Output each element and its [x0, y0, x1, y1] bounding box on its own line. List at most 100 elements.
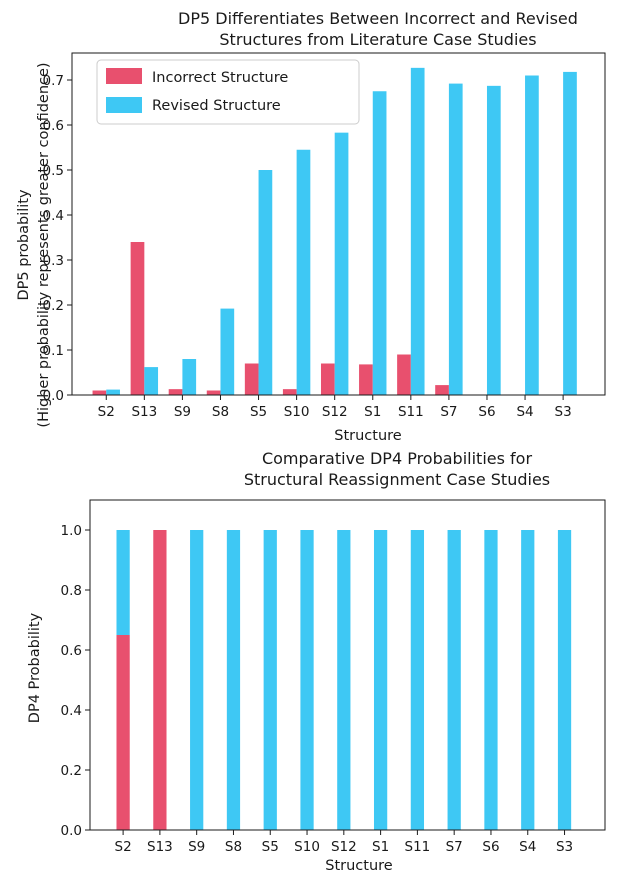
bar-revised: [410, 67, 425, 395]
bar-incorrect: [206, 390, 221, 395]
y-tick-label: 0.5: [43, 163, 64, 179]
bar-revised: [525, 75, 539, 395]
chart2-ylabel: DP4 Probability: [27, 612, 43, 723]
x-tick-label: S4: [519, 839, 536, 855]
bar-revised: [106, 389, 120, 395]
x-tick-label: S13: [147, 839, 173, 855]
chart2-y-axis-ticks: 0.0 0.2 0.4 0.6 0.8 1.0: [61, 523, 90, 839]
x-tick-label: S5: [262, 839, 279, 855]
x-tick-label: S9: [174, 404, 191, 420]
bar-revised: [373, 530, 388, 830]
chart2-title-line2: Structural Reassignment Case Studies: [244, 470, 550, 489]
chart1-legend: Incorrect Structure Revised Structure: [96, 59, 360, 125]
bar-revised: [486, 85, 501, 395]
y-tick-label: 0.6: [43, 118, 64, 134]
chart2-plot-frame: [89, 499, 606, 831]
bar-revised: [116, 530, 130, 635]
y-tick-label: 0.4: [43, 208, 64, 224]
y-tick-label: 0.3: [43, 253, 64, 269]
bar-revised: [144, 367, 159, 395]
bar-incorrect: [359, 364, 373, 395]
bar-incorrect: [397, 354, 411, 395]
y-tick-label: 0.7: [43, 73, 64, 89]
x-tick-label: S6: [478, 404, 495, 420]
y-tick-label: 0.0: [43, 388, 64, 404]
x-tick-label: S2: [98, 404, 115, 420]
legend-swatch-incorrect: [106, 68, 142, 84]
bar-revised: [300, 530, 314, 830]
chart1-ylabel-line2: (Higher probability represents greater c…: [36, 62, 52, 427]
chart2-xlabel: Structure: [325, 858, 393, 874]
bar-revised: [521, 530, 535, 830]
bar-revised: [334, 132, 349, 395]
bar-revised: [263, 530, 277, 830]
bar-revised: [372, 91, 387, 395]
bar-incorrect: [116, 635, 130, 830]
bar-incorrect: [168, 389, 183, 395]
chart2-bars: [116, 530, 572, 830]
x-tick-label: S10: [284, 404, 310, 420]
chart1-plot-frame: [71, 52, 606, 396]
chart2-title-line1: Comparative DP4 Probabilities for: [262, 449, 532, 468]
x-tick-label: S8: [225, 839, 242, 855]
bar-incorrect: [244, 363, 259, 395]
chart1-xlabel: Structure: [334, 428, 402, 444]
bar-revised: [337, 530, 351, 830]
bar-revised: [220, 308, 235, 395]
bar-revised: [484, 530, 498, 830]
chart1-title-line2: Structures from Literature Case Studies: [219, 30, 536, 49]
x-tick-label: S12: [322, 404, 348, 420]
bar-incorrect: [320, 363, 335, 395]
y-tick-label: 0.0: [61, 823, 82, 839]
bar-revised: [190, 530, 204, 830]
x-tick-label: S13: [131, 404, 157, 420]
x-tick-label: S7: [446, 839, 463, 855]
bar-revised: [182, 359, 197, 395]
bar-revised: [410, 530, 425, 830]
legend-box: [96, 59, 360, 125]
bar-incorrect: [92, 390, 107, 395]
y-tick-label: 0.8: [61, 583, 82, 599]
bar-revised: [226, 530, 241, 830]
bar-revised: [447, 530, 461, 830]
legend-swatch-revised: [106, 97, 142, 113]
x-tick-label: S7: [440, 404, 457, 420]
chart1-ylabel-line1: DP5 probability: [16, 189, 32, 301]
x-tick-label: S11: [405, 839, 431, 855]
x-tick-label: S5: [250, 404, 267, 420]
x-tick-label: S9: [188, 839, 205, 855]
legend-label-incorrect: Incorrect Structure: [152, 70, 288, 86]
x-tick-label: S1: [364, 404, 381, 420]
chart1-y-axis-ticks: 0.0 0.1 0.2 0.3 0.4 0.5 0.6 0.7: [43, 73, 72, 404]
x-tick-label: S11: [398, 404, 424, 420]
legend-label-revised: Revised Structure: [152, 98, 281, 114]
chart1-ylabel: DP5 probability (Higher probability repr…: [16, 62, 52, 427]
x-tick-label: S12: [331, 839, 357, 855]
chart1-bars: [92, 67, 577, 396]
bar-incorrect: [153, 530, 167, 830]
y-tick-label: 1.0: [61, 523, 82, 539]
bar-revised: [296, 149, 311, 395]
y-tick-label: 0.2: [61, 763, 82, 779]
bar-revised: [563, 71, 577, 396]
dp5-chart: DP5 Differentiates Between Incorrect and…: [16, 9, 606, 444]
x-tick-label: S3: [556, 839, 573, 855]
x-tick-label: S1: [372, 839, 389, 855]
y-tick-label: 0.1: [43, 343, 64, 359]
chart2-x-axis-ticks: S2 S13 S9 S8 S5 S10 S12 S1 S11 S7 S6 S4 S3: [115, 830, 573, 855]
bar-incorrect: [282, 389, 297, 395]
dp4-chart: Comparative DP4 Probabilities for Struct…: [27, 449, 606, 874]
y-tick-label: 0.6: [61, 643, 82, 659]
y-tick-label: 0.2: [43, 298, 64, 314]
bar-incorrect: [435, 385, 449, 395]
x-tick-label: S6: [482, 839, 499, 855]
x-tick-label: S3: [555, 404, 572, 420]
bar-revised: [557, 530, 572, 830]
bar-revised: [258, 170, 273, 395]
x-tick-label: S2: [115, 839, 132, 855]
chart1-x-axis-ticks: S2 S13 S9 S8 S5 S10 S12 S1 S11 S7 S6 S4 S3: [98, 395, 572, 420]
bar-incorrect: [130, 242, 145, 395]
x-tick-label: S4: [516, 404, 533, 420]
x-tick-label: S8: [212, 404, 229, 420]
